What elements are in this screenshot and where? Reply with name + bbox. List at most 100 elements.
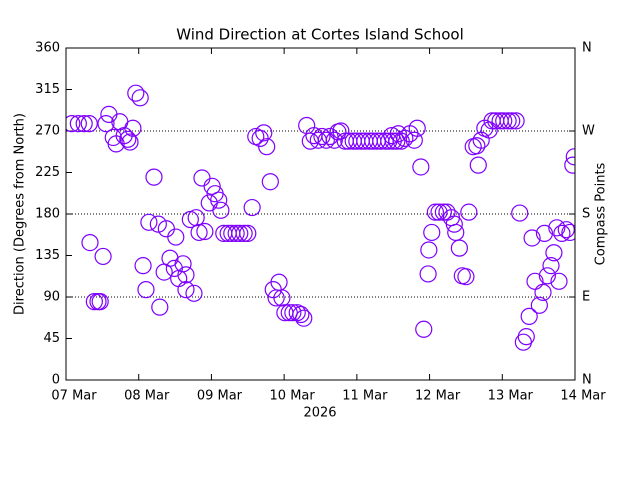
point <box>227 224 245 242</box>
point <box>412 158 430 176</box>
point <box>187 209 205 227</box>
point <box>174 255 192 273</box>
point <box>503 112 521 130</box>
point <box>325 131 343 149</box>
point <box>91 293 109 311</box>
point <box>313 127 331 146</box>
point <box>80 115 98 133</box>
point <box>203 177 221 195</box>
point <box>137 281 155 299</box>
point <box>212 201 230 219</box>
y2-axis-label: Compass Points <box>594 162 609 265</box>
y-tick-label: 315 <box>35 82 60 97</box>
point <box>321 127 339 146</box>
x-tick-label: 10 Mar <box>270 389 316 404</box>
point <box>396 129 414 147</box>
point <box>460 203 478 221</box>
point <box>415 320 433 338</box>
y-tick-label: 135 <box>35 248 60 263</box>
x-tick-label: 14 Mar <box>560 389 606 404</box>
point <box>408 119 426 137</box>
point <box>445 215 463 233</box>
points <box>66 84 575 351</box>
x-tick-label: 11 Mar <box>342 389 388 404</box>
point <box>548 219 566 237</box>
point <box>419 265 437 283</box>
y2-tick-label: E <box>582 290 590 305</box>
point <box>423 223 441 242</box>
y-tick-label: 225 <box>35 165 60 180</box>
point <box>520 307 538 325</box>
point <box>450 239 468 257</box>
point <box>145 168 163 186</box>
point <box>140 213 158 231</box>
point <box>94 247 112 266</box>
point <box>468 137 486 155</box>
point <box>426 203 444 221</box>
point <box>255 124 273 142</box>
y2-tick-label: S <box>582 207 590 222</box>
point <box>258 138 276 156</box>
point <box>85 293 103 311</box>
x-tick-label: 12 Mar <box>415 389 461 404</box>
point <box>190 223 208 242</box>
point <box>243 198 261 217</box>
point <box>480 121 498 139</box>
y-tick-label: 90 <box>43 290 60 305</box>
point <box>81 233 99 252</box>
y-axis-label: Direction (Degrees from North) <box>13 113 28 315</box>
x-tick-label: 13 Mar <box>488 389 534 404</box>
point <box>292 305 310 324</box>
y-tick-label: 180 <box>35 207 60 222</box>
y-tick-label: 360 <box>35 41 60 56</box>
point <box>517 328 535 346</box>
point <box>542 257 560 275</box>
point <box>121 133 139 151</box>
point <box>235 224 253 242</box>
point <box>134 257 152 275</box>
point <box>550 272 568 290</box>
point <box>231 224 249 242</box>
y-tick-label: 0 <box>52 373 60 388</box>
point <box>295 309 313 327</box>
point <box>469 156 487 174</box>
chart-title: Wind Direction at Cortes Island School <box>176 26 464 44</box>
point <box>75 115 93 133</box>
point <box>523 229 541 247</box>
point <box>273 289 291 307</box>
point <box>534 283 552 301</box>
point <box>511 204 529 222</box>
x-tick-label: 07 Mar <box>51 389 97 404</box>
point <box>177 266 195 284</box>
point <box>545 244 563 262</box>
y2-tick-label: N <box>582 373 592 388</box>
point <box>210 191 228 209</box>
point <box>69 115 87 133</box>
point <box>420 241 438 259</box>
point <box>261 173 279 191</box>
point <box>151 298 169 316</box>
point <box>167 228 185 246</box>
point <box>538 267 556 285</box>
point <box>165 259 183 278</box>
point <box>317 131 335 149</box>
point <box>66 115 81 133</box>
point <box>185 284 203 302</box>
point <box>388 132 406 150</box>
point <box>239 224 257 242</box>
plot-frame <box>65 47 576 381</box>
point <box>196 222 214 241</box>
y2-tick-label: N <box>582 41 592 56</box>
point <box>561 223 575 242</box>
point <box>507 112 525 130</box>
x-tick-label: 08 Mar <box>124 389 170 404</box>
y2-tick-label: W <box>582 124 595 139</box>
point <box>564 156 575 174</box>
point <box>288 304 306 322</box>
point <box>389 125 407 143</box>
point <box>124 119 142 137</box>
point <box>149 215 167 233</box>
